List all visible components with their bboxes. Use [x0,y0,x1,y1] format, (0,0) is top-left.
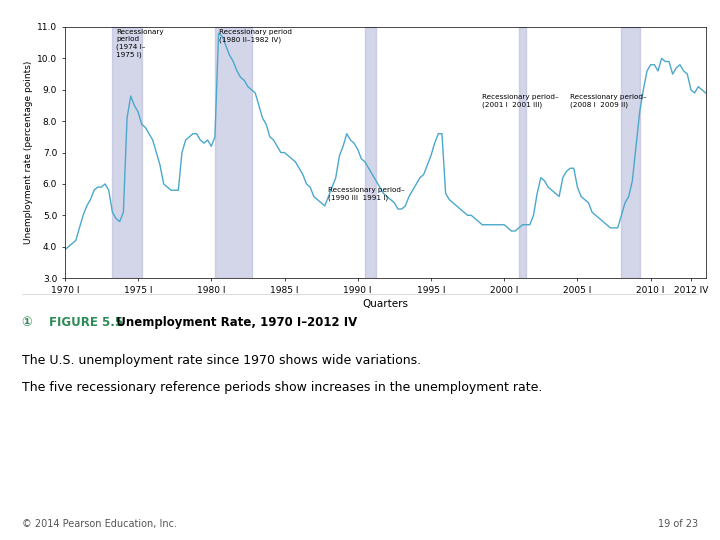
Text: The U.S. unemployment rate since 1970 shows wide variations.: The U.S. unemployment rate since 1970 sh… [22,354,420,367]
Text: Unemployment Rate, 1970 I–2012 IV: Unemployment Rate, 1970 I–2012 IV [108,316,357,329]
Text: FIGURE 5.5: FIGURE 5.5 [49,316,123,329]
Text: Recessionary period
(1980 II–1982 IV): Recessionary period (1980 II–1982 IV) [219,29,292,43]
X-axis label: Quarters: Quarters [362,299,408,309]
Bar [112,27,142,278]
Bar [365,27,376,278]
Text: © 2014 Pearson Education, Inc.: © 2014 Pearson Education, Inc. [22,519,176,529]
Text: Recessionary period–
(2008 I  2009 II): Recessionary period– (2008 I 2009 II) [570,94,647,109]
Text: ①: ① [22,316,32,329]
Bar [621,27,639,278]
Text: Recessionary period–
(1990 III  1991 I): Recessionary period– (1990 III 1991 I) [328,187,405,201]
Y-axis label: Unemployment rate (percentage points): Unemployment rate (percentage points) [24,61,33,244]
Text: 19 of 23: 19 of 23 [658,519,698,529]
Text: Recessionary period–
(2001 I  2001 III): Recessionary period– (2001 I 2001 III) [482,94,559,109]
Text: The five recessionary reference periods show increases in the unemployment rate.: The five recessionary reference periods … [22,381,542,394]
Bar [519,27,526,278]
Text: Recessionary
period
(1974 I–
1975 I): Recessionary period (1974 I– 1975 I) [116,29,163,58]
Bar [215,27,251,278]
